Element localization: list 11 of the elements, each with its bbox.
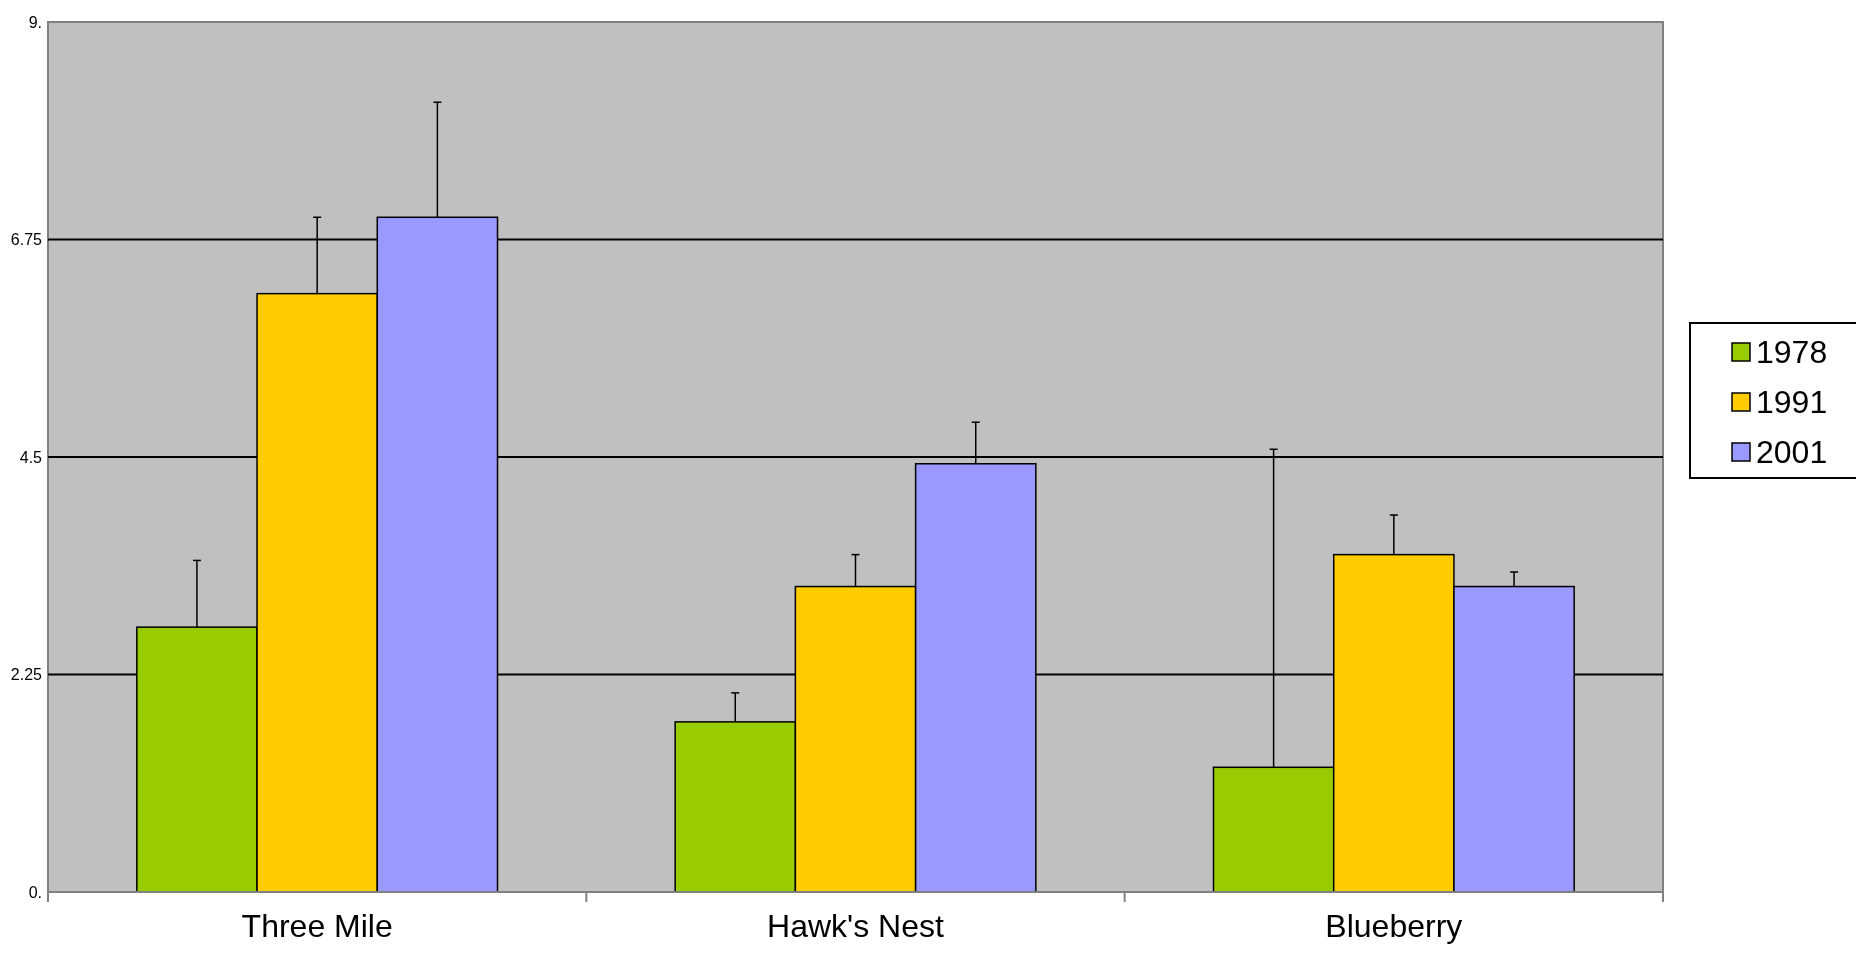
legend-label: 1991	[1756, 384, 1828, 421]
x-tick-label: Three Mile	[241, 908, 393, 944]
y-tick-label: 9.	[28, 13, 42, 31]
y-tick-label: 2.25	[10, 666, 43, 684]
y-tick-label: 6.75	[10, 231, 43, 249]
legend-label: 2001	[1756, 434, 1828, 471]
y-tick-label: 0.	[28, 883, 42, 901]
x-tick-label: Hawk's Nest	[767, 908, 945, 944]
x-tick-label: Blueberry	[1325, 908, 1463, 944]
y-tick-label: 4.5	[19, 448, 43, 466]
legend-label: 1978	[1756, 334, 1828, 371]
